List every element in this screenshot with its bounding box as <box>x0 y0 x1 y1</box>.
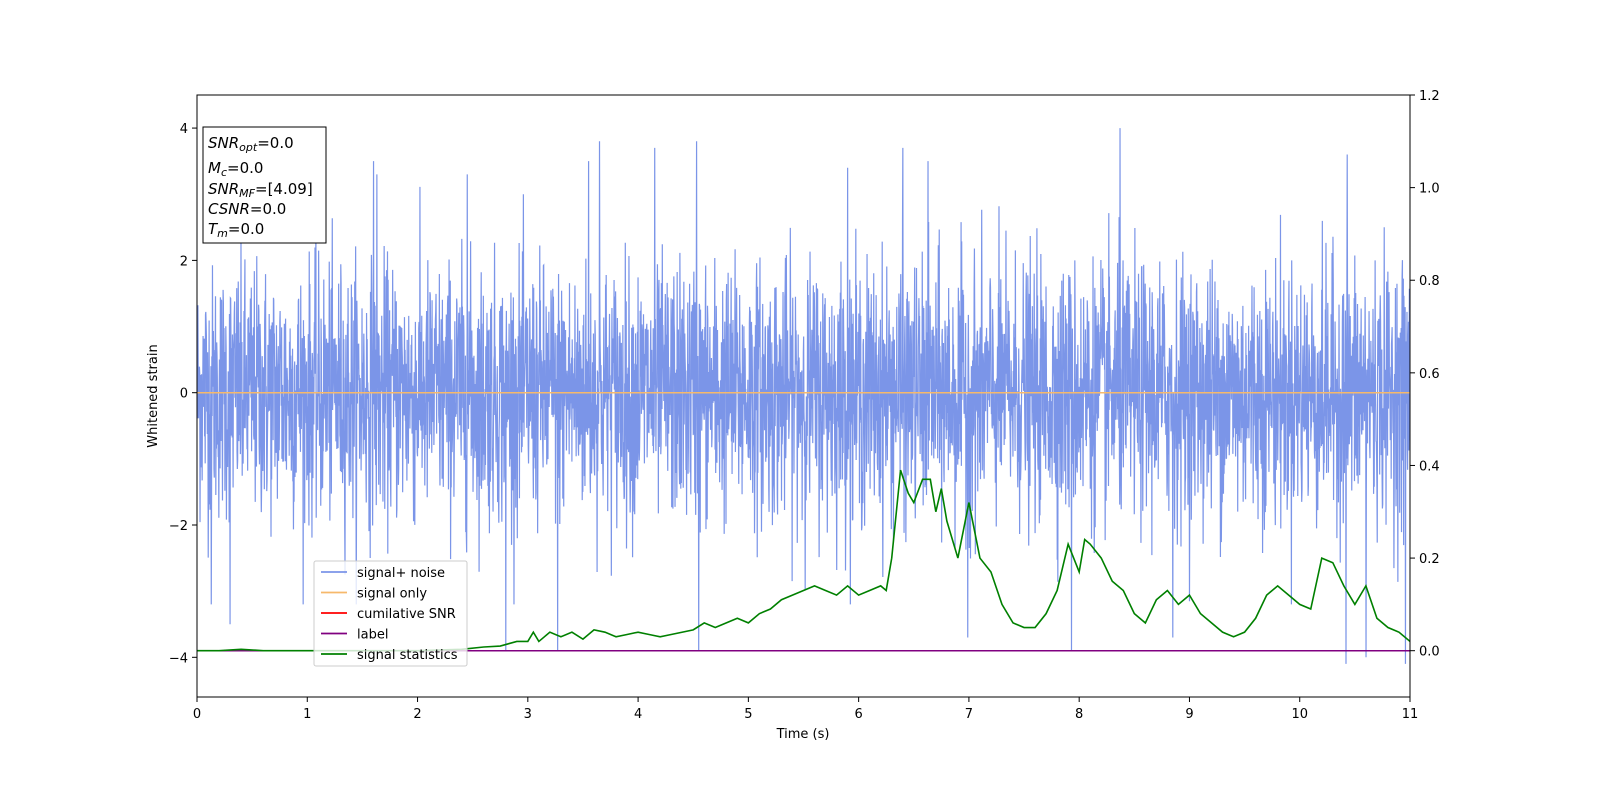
x-tick-label: 4 <box>634 707 642 722</box>
legend-frame <box>313 560 468 667</box>
y-tick-label: −2 <box>169 519 188 534</box>
x-tick-label: 2 <box>413 707 421 722</box>
y-right-tick-label: 0.0 <box>1419 645 1440 660</box>
x-tick-label: 3 <box>524 707 532 722</box>
y-axis-left: −4 −2 0 2 4 <box>169 122 197 666</box>
y-tick-label: 4 <box>180 122 188 137</box>
annotation-tm: Tm=0.0 <box>208 220 264 240</box>
y-right-tick-label: 1.0 <box>1419 182 1440 197</box>
annotation-box: SNRopt=0.0 Mc=0.0 SNRMF=[4.09] CSNR=0.0 … <box>202 126 327 244</box>
y-right-tick-label: 0.2 <box>1419 552 1440 567</box>
x-tick-label: 9 <box>1185 707 1193 722</box>
x-tick-label: 0 <box>193 707 201 722</box>
annotation-mc: Mc=0.0 <box>208 159 263 179</box>
x-axis-label: Time (s) <box>776 727 830 742</box>
x-axis: 0 1 2 3 4 5 6 7 8 9 10 11 <box>193 697 1418 722</box>
plot-frame <box>196 94 1411 698</box>
y-right-tick-label: 0.6 <box>1419 367 1440 382</box>
x-tick-label: 6 <box>854 707 862 722</box>
legend-label: signal+ noise <box>357 566 445 581</box>
annotation-frame <box>202 126 327 244</box>
legend-label: signal statistics <box>357 648 458 663</box>
x-tick-label: 5 <box>744 707 752 722</box>
x-tick-label: 1 <box>303 707 311 722</box>
series-line-signal-statistics <box>197 469 1410 652</box>
legend-label: signal only <box>357 587 427 602</box>
y-right-tick-label: 1.2 <box>1419 89 1440 104</box>
y-right-tick-label: 0.8 <box>1419 274 1440 289</box>
x-tick-label: 10 <box>1291 707 1308 722</box>
signal-noise-line <box>197 128 1410 664</box>
y-right-tick-label: 0.4 <box>1419 459 1440 474</box>
legend-label: label <box>357 628 388 643</box>
legend-label: cumilative SNR <box>357 607 456 622</box>
annotation-snr-opt: SNRopt=0.0 <box>208 134 294 154</box>
y-tick-label: 2 <box>180 254 188 269</box>
annotation-snr-mf: SNRMF=[4.09] <box>208 180 313 200</box>
x-tick-label: 11 <box>1402 707 1419 722</box>
x-tick-label: 8 <box>1075 707 1083 722</box>
y-axis-label: Whitened strain <box>146 344 161 447</box>
y-tick-label: −4 <box>169 651 188 666</box>
y-tick-label: 0 <box>180 387 188 402</box>
signal-noise-series <box>197 128 1410 664</box>
y-axis-right: 0.0 0.2 0.4 0.6 0.8 1.0 1.2 <box>1410 89 1440 660</box>
legend: signal+ noise signal only cumilative SNR la… <box>313 560 468 667</box>
x-tick-label: 7 <box>965 707 973 722</box>
annotation-csnr: CSNR=0.0 <box>208 200 286 218</box>
